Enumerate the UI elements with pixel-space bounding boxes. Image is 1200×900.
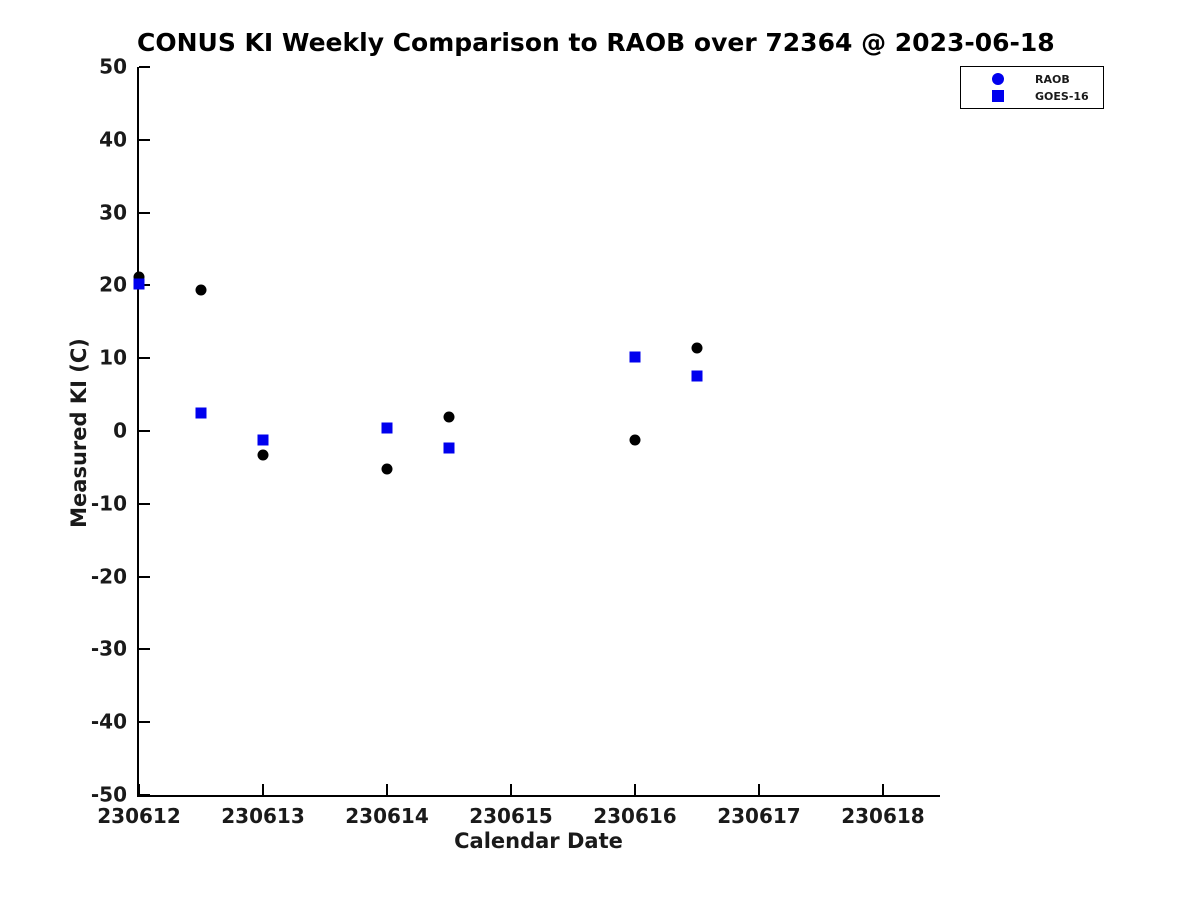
x-tick bbox=[757, 784, 760, 795]
x-tick-label: 230613 bbox=[221, 804, 305, 828]
y-tick bbox=[139, 211, 150, 214]
y-tick bbox=[139, 430, 150, 432]
y-tick bbox=[139, 794, 150, 796]
data-point-raob bbox=[443, 411, 455, 423]
data-point-raob bbox=[195, 284, 207, 296]
y-tick bbox=[139, 575, 150, 578]
y-tick-label: -20 bbox=[90, 564, 127, 589]
x-tick-label: 230618 bbox=[841, 804, 925, 828]
y-tick-label: -10 bbox=[90, 491, 127, 516]
y-tick bbox=[139, 502, 150, 505]
data-point-raob bbox=[133, 271, 145, 283]
y-tick bbox=[139, 648, 150, 651]
circle-marker-icon bbox=[992, 73, 1004, 85]
x-tick bbox=[509, 784, 512, 795]
data-point-goes-16 bbox=[195, 407, 207, 419]
legend-label: RAOB bbox=[1035, 72, 1070, 86]
legend-item-goes-16: GOES-16 bbox=[961, 89, 1097, 103]
y-axis-label: Measured KI (C) bbox=[67, 338, 91, 528]
x-tick bbox=[633, 784, 636, 795]
data-point-goes-16 bbox=[691, 370, 703, 382]
plot-area: 50 40 30 20 10 0 -10 -20 -30 -40 -50 230612 230613 23… bbox=[91, 55, 940, 828]
y-tick-label: 10 bbox=[99, 345, 127, 370]
x-tick-label: 230614 bbox=[345, 804, 429, 828]
y-tick-label: 30 bbox=[99, 200, 127, 225]
chart-title: CONUS KI Weekly Comparison to RAOB over … bbox=[137, 28, 1055, 57]
data-point-goes-16 bbox=[257, 434, 269, 446]
y-tick bbox=[139, 721, 150, 724]
x-tick bbox=[138, 784, 140, 795]
x-tick-label: 230616 bbox=[593, 804, 677, 828]
data-point-goes-16 bbox=[381, 422, 393, 434]
y-tick-label: 40 bbox=[99, 127, 127, 152]
x-tick bbox=[881, 784, 884, 795]
data-point-goes-16 bbox=[443, 442, 455, 454]
legend: RAOB GOES-16 bbox=[960, 66, 1104, 109]
y-tick-label: -30 bbox=[90, 636, 127, 661]
x-tick bbox=[261, 784, 264, 795]
x-tick-label: 230615 bbox=[469, 804, 553, 828]
y-tick bbox=[139, 357, 150, 360]
y-tick bbox=[139, 284, 150, 287]
x-tick-label: 230617 bbox=[717, 804, 801, 828]
data-point-raob bbox=[691, 342, 703, 354]
y-tick-label: -40 bbox=[90, 709, 127, 734]
data-point-raob bbox=[381, 463, 393, 475]
x-axis-label: Calendar Date bbox=[454, 829, 623, 853]
legend-label: GOES-16 bbox=[1035, 89, 1089, 103]
legend-marker-cell bbox=[961, 73, 1035, 85]
data-point-goes-16 bbox=[133, 278, 145, 290]
y-tick bbox=[139, 66, 150, 68]
data-point-raob bbox=[257, 449, 269, 461]
y-tick-label: 50 bbox=[99, 54, 127, 79]
data-point-raob bbox=[629, 434, 641, 446]
y-tick-label: 0 bbox=[113, 418, 127, 443]
square-marker-icon bbox=[992, 90, 1004, 102]
legend-marker-cell bbox=[961, 90, 1035, 102]
x-tick-label: 230612 bbox=[97, 804, 181, 828]
y-tick-label: 20 bbox=[99, 272, 127, 297]
data-point-goes-16 bbox=[629, 351, 641, 363]
y-tick-label: -50 bbox=[90, 782, 127, 807]
x-tick bbox=[385, 784, 388, 795]
y-tick bbox=[139, 138, 150, 141]
legend-item-raob: RAOB bbox=[961, 72, 1097, 86]
